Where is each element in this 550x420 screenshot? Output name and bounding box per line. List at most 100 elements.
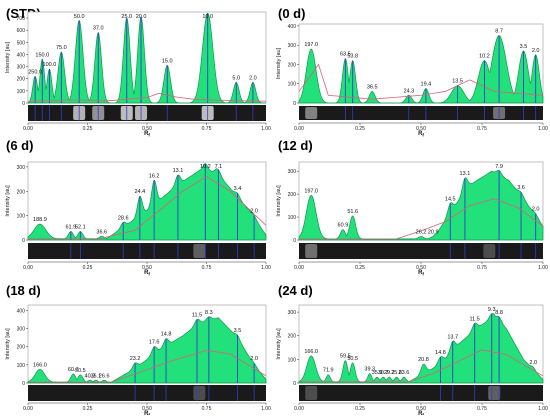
- peak-label: 3.5: [234, 328, 242, 334]
- gel-strip-bg: [28, 385, 266, 401]
- y-tick-label: 100: [17, 214, 26, 220]
- baseline-curve: [27, 92, 267, 102]
- peak-label: 24.4: [135, 189, 146, 195]
- peak-label: 150.0: [35, 52, 49, 58]
- peak-label: 23.6: [399, 370, 410, 376]
- peak-label: 20.0: [136, 14, 147, 20]
- x-tick-label: 0.50: [142, 406, 152, 412]
- peak-label: 13.1: [460, 171, 471, 177]
- x-tick-label: 1.00: [261, 406, 271, 412]
- peak-label: 100.0: [43, 62, 57, 68]
- y-axis-label: Intensity [au]: [276, 185, 282, 217]
- panel-4: (18 d)166.060.750.540.236.126.623.217.61…: [5, 283, 271, 418]
- panel-5: (24 d)166.071.959.550.539.335.030.729.22…: [276, 283, 548, 418]
- peak-label: 166.0: [304, 349, 318, 355]
- intensity-profile: [27, 163, 267, 241]
- x-tick-label: 0.25: [355, 406, 365, 412]
- peak-label: 75.0: [56, 45, 67, 51]
- intensity-profile: [298, 169, 544, 241]
- peak-label: 11.5: [192, 313, 202, 319]
- peak-label: 51.6: [347, 209, 358, 215]
- peak-label: 26.6: [99, 373, 110, 379]
- y-tick-label: 400: [288, 24, 297, 30]
- peak-label: 40.2: [85, 373, 96, 379]
- gel-band: [305, 244, 318, 258]
- y-tick-label: 300: [17, 165, 26, 171]
- intensity-profile: [298, 313, 544, 384]
- peak-label: 10.2: [200, 164, 211, 170]
- peak-label: 197.0: [304, 42, 318, 48]
- peak-label: 10.2: [479, 54, 490, 60]
- peak-label: 36.1: [90, 373, 101, 379]
- x-tick-label: 0.00: [294, 265, 304, 271]
- gel-strip: [299, 243, 543, 259]
- x-tick-label: 0.75: [477, 265, 487, 271]
- peak-label: 7.9: [495, 164, 503, 170]
- peak-label: 2.0: [532, 207, 540, 213]
- panel-title: (12 d): [278, 138, 313, 153]
- peak-label: 63.5: [340, 52, 351, 58]
- baseline-curve: [299, 198, 544, 240]
- peak-label: 11.5: [470, 316, 480, 322]
- x-tick-label: 0.50: [416, 406, 426, 412]
- peak-label: 19.4: [421, 82, 432, 88]
- x-axis-label: Rf: [418, 411, 424, 415]
- x-tick-label: 0.25: [83, 126, 93, 132]
- peak-label: 29.2: [384, 370, 395, 376]
- gel-strip-bg: [299, 385, 543, 401]
- peak-label: 2.0: [250, 208, 258, 214]
- y-tick-label: 200: [288, 334, 297, 340]
- y-tick-label: 300: [288, 310, 297, 316]
- peak-label: 35.0: [372, 370, 383, 376]
- peak-label: 52.1: [75, 224, 86, 230]
- peak-label: 25.0: [121, 14, 132, 20]
- panel-title: (18 d): [6, 283, 41, 298]
- x-tick-label: 1.00: [538, 406, 548, 412]
- y-axis-label: Intensity [au]: [276, 47, 282, 79]
- x-tick-label: 0.50: [142, 265, 152, 271]
- x-tick-label: 0.00: [23, 126, 33, 132]
- y-axis-label: Intensity [au]: [5, 41, 11, 73]
- panel-title: (24 d): [278, 283, 313, 298]
- y-tick-label: 300: [288, 43, 297, 49]
- peak-label: 50.5: [75, 368, 86, 374]
- peak-label: 5.0: [232, 75, 240, 81]
- peak-label: 61.9: [65, 224, 76, 230]
- gel-strip: [28, 243, 266, 259]
- gel-band: [305, 386, 318, 400]
- x-tick-label: 1.00: [261, 126, 271, 132]
- x-tick-label: 0.00: [294, 126, 304, 132]
- peak-label: 15.0: [162, 58, 173, 64]
- peak-label: 53.8: [347, 54, 358, 60]
- y-axis-label: Intensity [au]: [5, 328, 11, 360]
- peak-label: 10.0: [202, 14, 213, 20]
- x-tick-label: 0.00: [23, 406, 33, 412]
- peak-label: 9.3: [488, 307, 496, 313]
- y-tick-label: 200: [17, 189, 26, 195]
- x-tick-label: 0.75: [477, 126, 487, 132]
- x-tick-label: 0.25: [355, 265, 365, 271]
- intensity-profile: [27, 316, 267, 384]
- peak-label: 17.6: [149, 340, 160, 346]
- x-axis-label: Rf: [144, 270, 150, 277]
- y-tick-label: 100: [288, 82, 297, 88]
- x-tick-label: 0.75: [202, 406, 212, 412]
- peak-label: 13.7: [447, 334, 458, 340]
- y-axis-label: Intensity [au]: [5, 185, 11, 217]
- y-tick-label: 0: [293, 101, 296, 107]
- x-tick-label: 0.75: [202, 126, 212, 132]
- x-axis-label: Rf: [144, 131, 150, 138]
- gel-strip: [28, 385, 266, 401]
- peak-label: 3.5: [520, 44, 528, 50]
- peak-label: 188.9: [33, 217, 47, 223]
- peak-label: 20.9: [428, 230, 439, 236]
- peak-label: 14.8: [161, 332, 172, 338]
- x-tick-label: 0.75: [202, 265, 212, 271]
- x-axis-label: Rf: [144, 411, 150, 415]
- baseline-curve: [298, 63, 544, 100]
- x-tick-label: 0.50: [416, 265, 426, 271]
- baseline-curve: [28, 176, 267, 240]
- x-axis-label: Rf: [418, 270, 424, 277]
- peak-label: 3.6: [517, 185, 525, 191]
